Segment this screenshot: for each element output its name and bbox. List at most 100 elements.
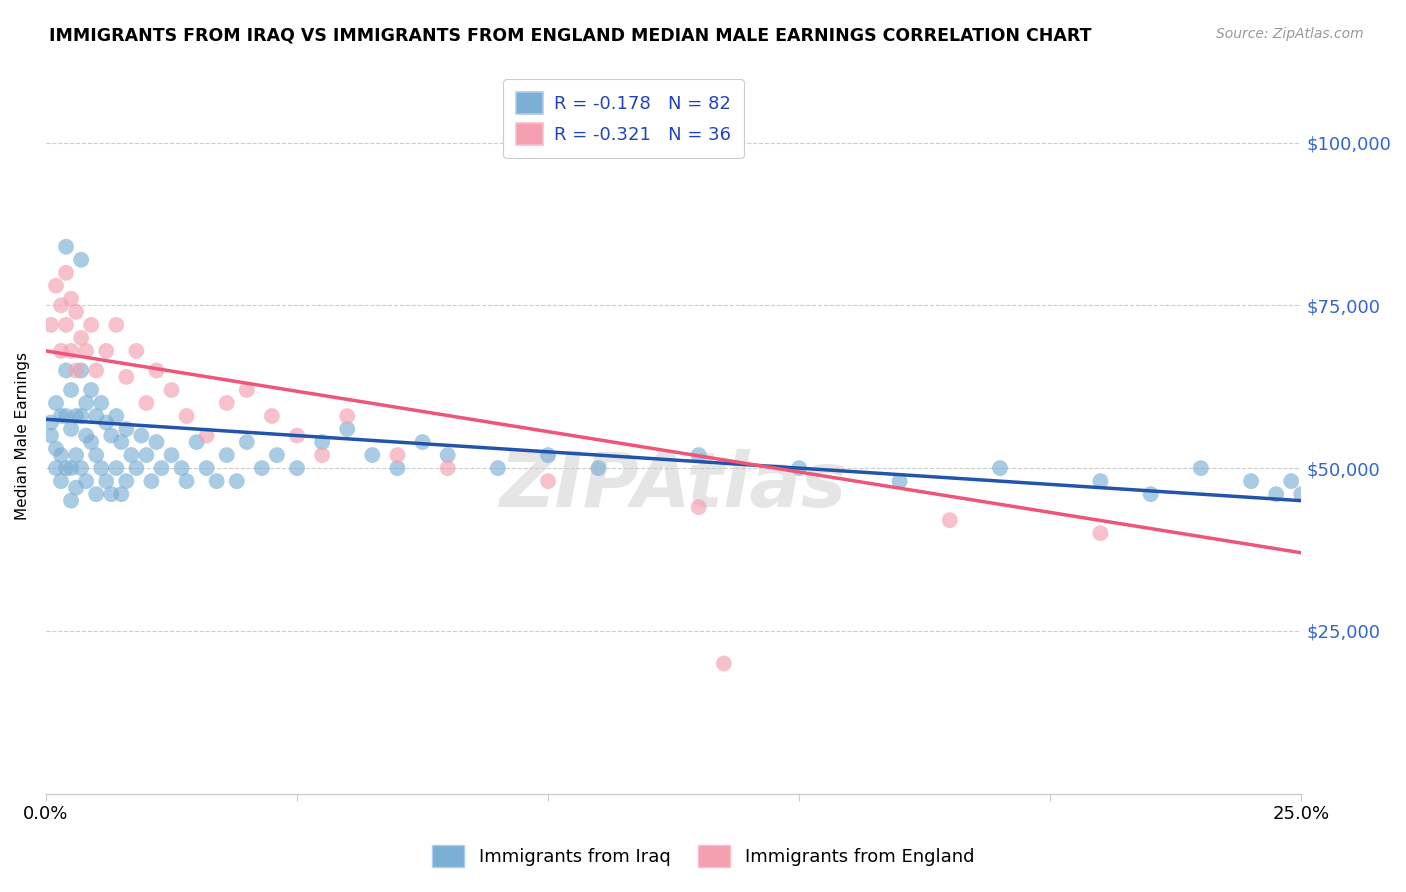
Point <box>236 435 259 450</box>
Point <box>125 343 148 358</box>
Point <box>105 409 128 423</box>
Legend: R = -0.178   N = 82, R = -0.321   N = 36: R = -0.178 N = 82, R = -0.321 N = 36 <box>503 79 744 158</box>
Point <box>160 448 183 462</box>
Point <box>537 474 560 488</box>
Point <box>70 331 93 345</box>
Point <box>713 657 735 671</box>
Point <box>436 461 458 475</box>
Text: IMMIGRANTS FROM IRAQ VS IMMIGRANTS FROM ENGLAND MEDIAN MALE EARNINGS CORRELATION: IMMIGRANTS FROM IRAQ VS IMMIGRANTS FROM … <box>49 27 1091 45</box>
Point <box>70 363 93 377</box>
Point <box>688 448 710 462</box>
Point <box>39 318 62 332</box>
Point <box>80 435 103 450</box>
Point <box>115 474 138 488</box>
Point <box>1090 526 1112 541</box>
Point <box>688 500 710 515</box>
Point <box>96 474 118 488</box>
Point <box>195 428 218 442</box>
Point <box>125 461 148 475</box>
Point <box>70 252 93 267</box>
Point <box>55 318 77 332</box>
Point <box>336 422 359 436</box>
Text: ZIPAtlas: ZIPAtlas <box>501 449 848 523</box>
Point <box>260 409 283 423</box>
Point <box>65 305 87 319</box>
Point <box>285 461 308 475</box>
Point <box>96 343 118 358</box>
Point <box>486 461 509 475</box>
Point <box>39 428 62 442</box>
Point <box>45 461 67 475</box>
Point <box>889 474 911 488</box>
Point <box>49 474 72 488</box>
Point <box>39 416 62 430</box>
Point <box>45 278 67 293</box>
Point <box>1279 474 1302 488</box>
Point <box>75 396 97 410</box>
Point <box>1240 474 1263 488</box>
Point <box>96 416 118 430</box>
Legend: Immigrants from Iraq, Immigrants from England: Immigrants from Iraq, Immigrants from En… <box>425 838 981 874</box>
Point <box>60 422 83 436</box>
Point <box>60 343 83 358</box>
Point <box>141 474 163 488</box>
Point <box>49 343 72 358</box>
Point <box>215 448 238 462</box>
Point <box>55 461 77 475</box>
Point <box>120 448 142 462</box>
Point <box>70 461 93 475</box>
Point <box>45 442 67 456</box>
Point <box>60 292 83 306</box>
Point <box>75 343 97 358</box>
Point <box>105 318 128 332</box>
Text: Source: ZipAtlas.com: Source: ZipAtlas.com <box>1216 27 1364 41</box>
Point <box>135 448 157 462</box>
Point <box>988 461 1011 475</box>
Point <box>60 383 83 397</box>
Point <box>176 474 198 488</box>
Point <box>75 474 97 488</box>
Point <box>65 481 87 495</box>
Point <box>311 448 333 462</box>
Point <box>100 428 122 442</box>
Point <box>939 513 962 527</box>
Point <box>55 240 77 254</box>
Point <box>80 383 103 397</box>
Point <box>436 448 458 462</box>
Point <box>110 487 132 501</box>
Point <box>250 461 273 475</box>
Point <box>1139 487 1161 501</box>
Point <box>215 396 238 410</box>
Point <box>236 383 259 397</box>
Point <box>105 461 128 475</box>
Point <box>90 461 112 475</box>
Point <box>49 298 72 312</box>
Point <box>84 409 107 423</box>
Point <box>65 363 87 377</box>
Point <box>787 461 810 475</box>
Point <box>170 461 193 475</box>
Point <box>84 363 107 377</box>
Point <box>80 318 103 332</box>
Point <box>55 409 77 423</box>
Point <box>387 461 409 475</box>
Point <box>205 474 228 488</box>
Point <box>70 409 93 423</box>
Point <box>1265 487 1288 501</box>
Point <box>55 363 77 377</box>
Point <box>65 448 87 462</box>
Point <box>285 428 308 442</box>
Point <box>1090 474 1112 488</box>
Point <box>60 493 83 508</box>
Point <box>266 448 288 462</box>
Point <box>160 383 183 397</box>
Point <box>150 461 173 475</box>
Point <box>186 435 208 450</box>
Point <box>588 461 610 475</box>
Point <box>84 487 107 501</box>
Point <box>90 396 112 410</box>
Point <box>537 448 560 462</box>
Point <box>110 435 132 450</box>
Point <box>55 266 77 280</box>
Y-axis label: Median Male Earnings: Median Male Earnings <box>15 351 30 519</box>
